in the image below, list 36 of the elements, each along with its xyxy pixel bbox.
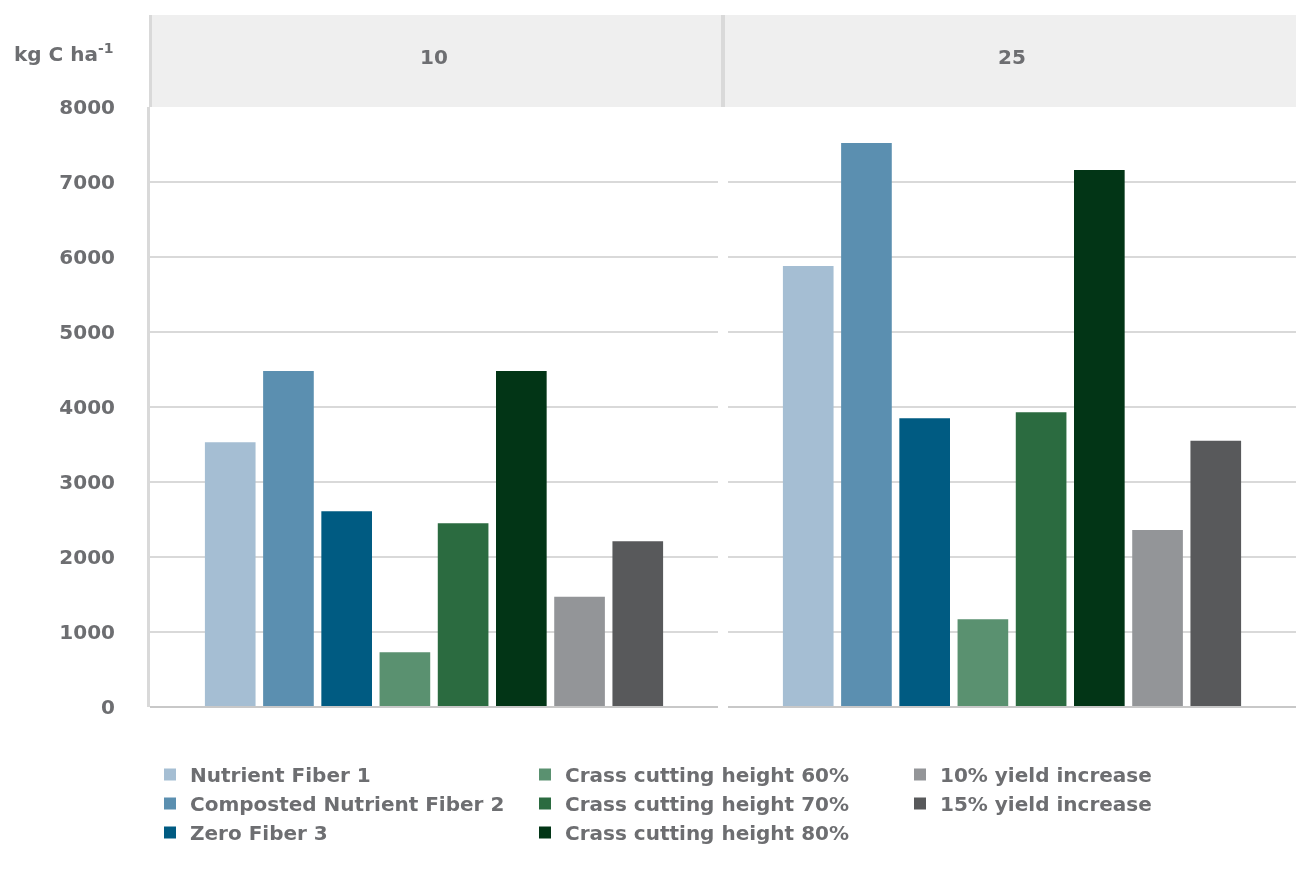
bar — [782, 266, 834, 707]
bar — [1190, 440, 1242, 707]
legend-label: 15% yield increase — [940, 792, 1152, 817]
bar — [1074, 170, 1125, 707]
legend-label: Crass cutting height 70% — [565, 792, 850, 817]
y-tick-label: 5000 — [59, 320, 115, 344]
y-tick-label: 8000 — [59, 95, 115, 119]
bar — [1132, 530, 1183, 707]
x-tick-label: 10 — [420, 45, 448, 69]
bar — [612, 541, 664, 707]
bar — [379, 652, 431, 707]
bar — [496, 371, 547, 707]
bar — [204, 442, 256, 707]
y-tick-label: 2000 — [59, 545, 115, 569]
y-tick-label: 3000 — [59, 470, 115, 494]
y-tick-label: 1000 — [59, 620, 115, 644]
legend-label: Composted Nutrient Fiber 2 — [190, 792, 505, 817]
legend-label: Zero Fiber 3 — [190, 821, 328, 846]
y-tick-label: 0 — [101, 695, 115, 719]
bar — [321, 511, 372, 707]
bar — [437, 523, 489, 707]
bar — [957, 619, 1009, 707]
bar — [263, 371, 314, 707]
legend-label: 10% yield increase — [940, 763, 1152, 788]
y-axis-title: kg C ha$^{-1}$ — [14, 40, 114, 67]
bar — [899, 418, 950, 707]
bar — [554, 596, 605, 707]
legend-label: Nutrient Fiber 1 — [190, 763, 371, 788]
legend-label: Crass cutting height 60% — [565, 763, 850, 788]
y-tick-label: 4000 — [59, 395, 115, 419]
bar — [841, 143, 892, 707]
y-tick-label: 6000 — [59, 245, 115, 269]
y-tick-label: 7000 — [59, 170, 115, 194]
x-tick-label: 25 — [998, 45, 1026, 69]
legend-label: Crass cutting height 80% — [565, 821, 850, 846]
bar — [1015, 412, 1067, 707]
